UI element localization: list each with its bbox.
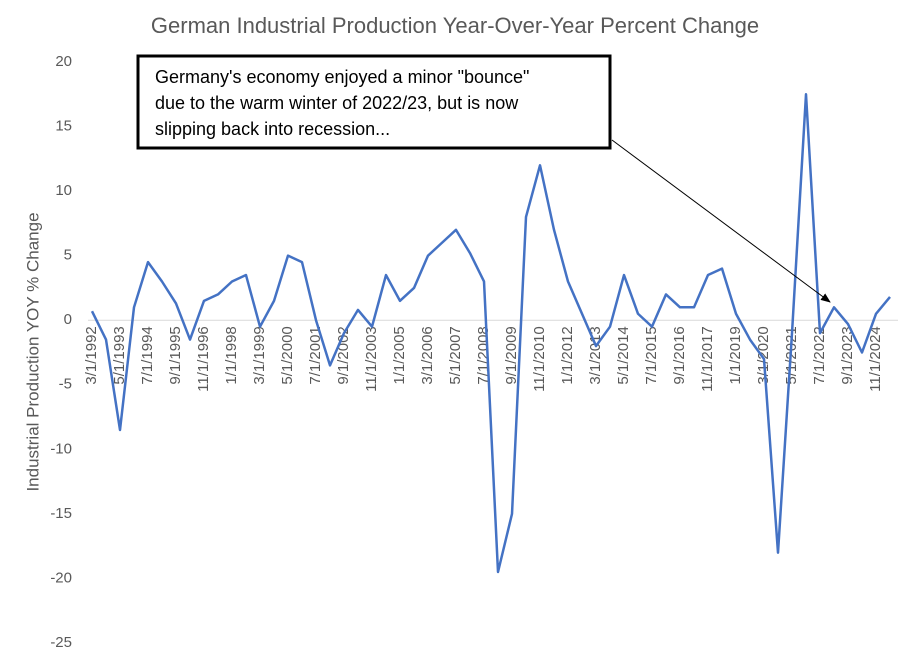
x-tick-label: 3/1/2020 bbox=[755, 326, 772, 384]
x-tick-label: 11/1/1996 bbox=[195, 326, 212, 392]
x-tick-label: 5/1/2014 bbox=[615, 326, 632, 384]
x-tick-label: 3/1/1992 bbox=[83, 326, 100, 384]
x-tick-label: 1/1/2019 bbox=[727, 326, 744, 384]
x-tick-label: 7/1/2022 bbox=[811, 326, 828, 384]
x-tick-label: 9/1/2002 bbox=[335, 326, 352, 384]
x-tick-label: 7/1/2001 bbox=[307, 326, 324, 384]
annotation-line: due to the warm winter of 2022/23, but i… bbox=[155, 93, 519, 113]
plot-area: -25 -20 -15 -10 -5 0 5 10 15 20 3/1/1992 5/1/1993 7/… bbox=[50, 53, 898, 651]
chart-title: German Industrial Production Year-Over-Y… bbox=[151, 13, 759, 38]
x-tick-label: 11/1/2003 bbox=[363, 326, 380, 392]
annotation-box bbox=[136, 54, 612, 150]
x-tick-label: 9/1/2023 bbox=[839, 326, 856, 384]
y-tick-label: -20 bbox=[50, 569, 72, 586]
y-axis-title: Industrial Production YOY % Change bbox=[23, 212, 42, 491]
x-tick-label: 1/1/2012 bbox=[559, 326, 576, 384]
x-tick-label: 7/1/1994 bbox=[139, 326, 156, 384]
x-tick-label: 3/1/1999 bbox=[251, 326, 268, 384]
y-tick-label: 20 bbox=[55, 53, 72, 70]
y-tick-label: 15 bbox=[55, 118, 72, 135]
x-tick-label: 11/1/2024 bbox=[867, 326, 884, 392]
x-tick-label: 1/1/2005 bbox=[391, 326, 408, 384]
x-tick-label: 9/1/2016 bbox=[671, 326, 688, 384]
annotation-arrow bbox=[611, 139, 831, 303]
x-tick-label: 5/1/2007 bbox=[447, 326, 464, 384]
x-tick-label: 7/1/2015 bbox=[643, 326, 660, 384]
x-tick-label: 3/1/2006 bbox=[419, 326, 436, 384]
annotation-line: slipping back into recession... bbox=[155, 119, 390, 139]
y-tick-label: -25 bbox=[50, 634, 72, 651]
x-tick-label: 11/1/2017 bbox=[699, 326, 716, 392]
y-tick-label: -10 bbox=[50, 440, 72, 457]
data-line bbox=[90, 93, 891, 574]
x-tick-label: 5/1/2000 bbox=[279, 326, 296, 384]
x-tick-label: 11/1/2010 bbox=[531, 326, 548, 392]
y-tick-label: -15 bbox=[50, 505, 72, 522]
x-tick-label: 9/1/1995 bbox=[167, 326, 184, 384]
annotation-line: Germany's economy enjoyed a minor "bounc… bbox=[155, 67, 529, 87]
y-tick-label: 0 bbox=[64, 311, 72, 328]
x-tick-label: 5/1/1993 bbox=[111, 326, 128, 384]
y-tick-label: 10 bbox=[55, 182, 72, 199]
x-tick-label: 3/1/2013 bbox=[587, 326, 604, 384]
y-tick-label: 5 bbox=[64, 247, 72, 264]
x-tick-label: 1/1/1998 bbox=[223, 326, 240, 384]
x-tick-label: 9/1/2009 bbox=[503, 326, 520, 384]
y-tick-label: -5 bbox=[59, 376, 72, 393]
